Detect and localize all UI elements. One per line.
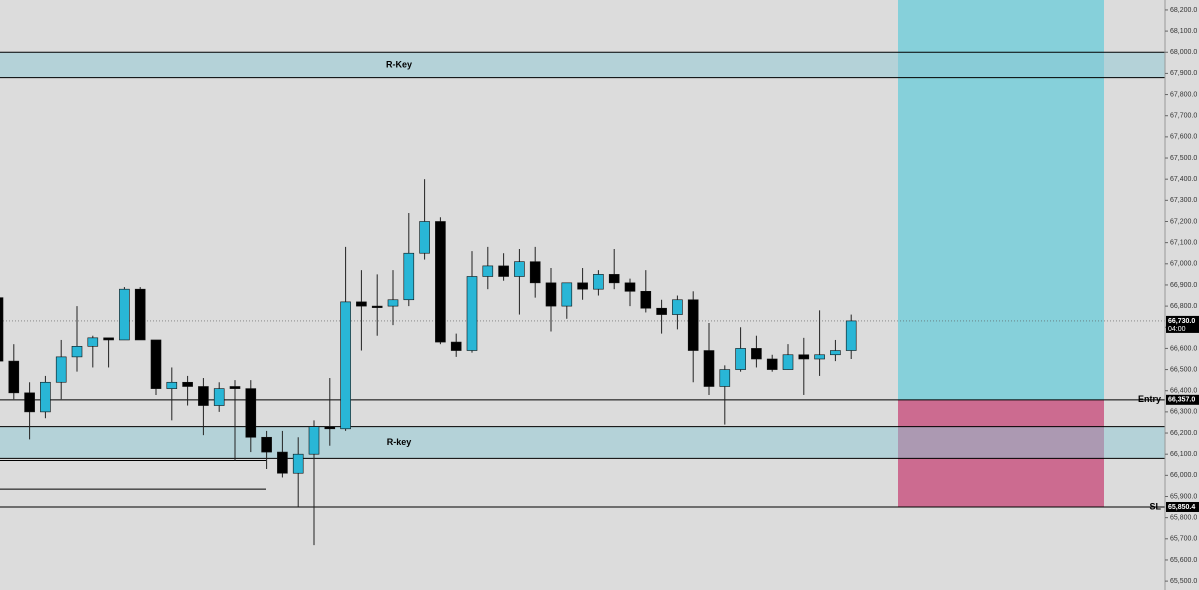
y-tick-label: 65,500.0 xyxy=(1170,578,1197,585)
candle-body xyxy=(134,288,146,341)
last-tag xyxy=(1166,315,1199,333)
candle-body xyxy=(324,426,336,430)
candle-body xyxy=(735,348,746,370)
candle-body xyxy=(703,350,715,387)
candle-body xyxy=(830,350,841,356)
candle-body xyxy=(687,299,699,351)
candle-body xyxy=(292,453,304,474)
candle-body xyxy=(529,261,541,284)
candle-body xyxy=(387,299,399,307)
y-tick-label: 67,900.0 xyxy=(1170,70,1197,77)
candle-body xyxy=(71,345,83,358)
y-tick-label: 67,300.0 xyxy=(1170,197,1197,204)
y-tick-label: 67,100.0 xyxy=(1170,239,1197,246)
candle-body xyxy=(119,288,130,341)
y-tick-label: 66,100.0 xyxy=(1170,451,1197,458)
y-tick-label: 66,600.0 xyxy=(1170,345,1197,352)
candle-body xyxy=(798,354,810,360)
y-tick-label: 67,500.0 xyxy=(1170,155,1197,162)
candle-body xyxy=(403,252,415,301)
last-tag-text: 66,730.0 xyxy=(1168,318,1195,325)
y-tick-label: 66,300.0 xyxy=(1170,409,1197,416)
stop-tag-text: 65,850.4 xyxy=(1168,504,1195,511)
candle-body xyxy=(103,337,114,341)
zone-label: R-key xyxy=(387,437,412,447)
candle-body xyxy=(340,301,351,430)
candle-body xyxy=(766,358,778,370)
entry-tag xyxy=(1166,394,1199,405)
y-tick-label: 67,000.0 xyxy=(1170,261,1197,268)
y-tick-label: 66,900.0 xyxy=(1170,282,1197,289)
candle-body xyxy=(482,265,494,277)
candle-body xyxy=(166,381,178,389)
candle-body xyxy=(435,221,446,343)
candle-body xyxy=(0,297,4,362)
candle-body xyxy=(672,299,683,315)
y-tick-label: 65,800.0 xyxy=(1170,514,1197,521)
candle-body xyxy=(419,221,430,254)
candle-body xyxy=(593,274,604,290)
candle-body xyxy=(150,339,162,389)
candle-body xyxy=(40,381,51,413)
last-tag-time: 04:00 xyxy=(1168,326,1186,333)
y-tick-label: 66,500.0 xyxy=(1170,366,1197,373)
stop-label: SL xyxy=(1149,501,1161,511)
candle-body xyxy=(466,276,478,351)
zone xyxy=(0,426,1165,459)
candle-body xyxy=(261,436,272,453)
y-tick-label: 67,600.0 xyxy=(1170,134,1197,141)
candle-body xyxy=(213,388,225,406)
y-tick-label: 66,000.0 xyxy=(1170,472,1197,479)
candle-body xyxy=(55,356,67,383)
y-tick-label: 67,800.0 xyxy=(1170,91,1197,98)
candle-body xyxy=(245,388,257,438)
y-tick-label: 67,700.0 xyxy=(1170,113,1197,120)
candle-body xyxy=(545,282,557,307)
candle-body xyxy=(624,282,636,292)
y-tick-label: 68,100.0 xyxy=(1170,28,1197,35)
candle-body xyxy=(751,348,762,360)
price-axis xyxy=(1165,0,1199,590)
y-tick-label: 65,600.0 xyxy=(1170,557,1197,564)
zone xyxy=(0,52,1165,78)
candle-body xyxy=(229,386,241,389)
y-tick-label: 67,400.0 xyxy=(1170,176,1197,183)
y-tick-label: 66,800.0 xyxy=(1170,303,1197,310)
candle-body xyxy=(514,261,525,277)
candle-body xyxy=(656,307,667,315)
candle-body xyxy=(561,282,573,307)
y-tick-label: 66,400.0 xyxy=(1170,388,1197,395)
entry-tag-text: 66,357.0 xyxy=(1168,397,1195,404)
zone-label: R-Key xyxy=(386,59,412,69)
candle-body xyxy=(719,369,731,387)
candle-body xyxy=(8,360,20,394)
candle-body xyxy=(371,305,383,308)
candle-body xyxy=(608,274,620,284)
candle-body xyxy=(308,426,320,455)
entry-label: Entry xyxy=(1138,394,1161,404)
candle-body xyxy=(845,320,857,351)
candle-body xyxy=(640,290,652,309)
candle-body xyxy=(198,386,209,406)
candle-body xyxy=(450,341,462,351)
y-tick-label: 66,200.0 xyxy=(1170,430,1197,437)
candle-body xyxy=(498,265,509,277)
y-tick-label: 68,000.0 xyxy=(1170,49,1197,56)
y-tick-label: 65,700.0 xyxy=(1170,536,1197,543)
candle-body xyxy=(814,354,825,360)
candle-body xyxy=(277,451,288,474)
candle-body xyxy=(24,392,35,413)
stop-tag xyxy=(1166,501,1199,512)
y-tick-label: 65,900.0 xyxy=(1170,493,1197,500)
y-tick-label: 67,200.0 xyxy=(1170,218,1197,225)
y-tick-label: 68,200.0 xyxy=(1170,7,1197,14)
candle-body xyxy=(577,282,588,290)
candle-body xyxy=(356,301,367,307)
candle-body xyxy=(782,354,794,370)
candle-body xyxy=(182,381,193,387)
candle-body xyxy=(87,337,99,347)
